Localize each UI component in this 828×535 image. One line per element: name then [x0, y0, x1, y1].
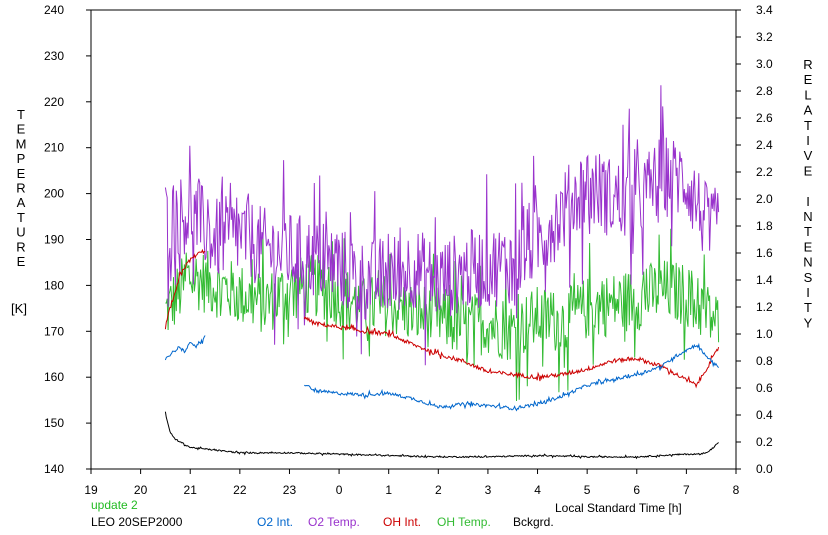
x-tick-label: 1 [385, 483, 392, 497]
y-right-tick-label: 0.8 [756, 354, 773, 368]
y-right-tick-label: 2.6 [756, 111, 773, 125]
y-axis-left-ticks: 140 150 160 170 180 190 200 210 220 230 240 [44, 3, 91, 476]
series-line-oh-int-1 [164, 248, 206, 330]
y-left-unit: [K] [11, 301, 27, 316]
y-right-label-letter: T [804, 118, 812, 133]
series-line-oh-temp-1 [165, 228, 720, 402]
x-tick-label: 3 [485, 483, 492, 497]
series-layer [164, 85, 720, 460]
y-right-label-letter: T [804, 224, 812, 239]
series-line-o2-int-2 [304, 342, 719, 412]
y-right-label-letter: I [806, 133, 810, 148]
y-right-tick-label: 2.4 [756, 138, 773, 152]
x-tick-label: 23 [283, 483, 297, 497]
x-tick-label: 7 [683, 483, 690, 497]
y-left-tick-label: 190 [44, 233, 64, 247]
legend-entry-bckgrd: Bckgrd. [513, 515, 554, 529]
series-line-oh-int-2 [303, 315, 720, 389]
y-left-label-letter: A [17, 195, 26, 210]
y-left-label-letter: R [16, 239, 25, 254]
legend-entry-o2-temp: O2 Temp. [308, 515, 360, 529]
y-right-label-letter: L [804, 87, 811, 102]
y-right-tick-label: 0.0 [756, 462, 773, 476]
plot-frame [90, 9, 737, 470]
y-right-tick-label: 1.4 [756, 273, 773, 287]
y-right-label-letter: Y [804, 315, 813, 330]
y-right-label-letter: E [804, 72, 813, 87]
x-tick-label: 20 [134, 483, 148, 497]
y-right-label-letter: V [804, 148, 813, 163]
y-left-tick-label: 140 [44, 462, 64, 476]
x-tick-label: 2 [435, 483, 442, 497]
y-right-label-letter: I [806, 285, 810, 300]
x-axis-ticks: 19 20 21 22 23 0 1 2 3 4 5 6 7 8 [84, 469, 740, 497]
x-tick-label: 8 [733, 483, 740, 497]
y-left-tick-label: 160 [44, 370, 64, 384]
y-left-tick-label: 170 [44, 324, 64, 338]
y-left-tick-label: 220 [44, 95, 64, 109]
y-left-label-letter: E [17, 166, 26, 181]
y-right-tick-label: 0.4 [756, 408, 773, 422]
y-right-label-letter: S [804, 270, 813, 285]
y-right-tick-label: 1.6 [756, 246, 773, 260]
y-left-label-letter: P [17, 151, 26, 166]
y-left-tick-label: 230 [44, 49, 64, 63]
y-right-tick-label: 3.0 [756, 57, 773, 71]
y-right-label-letter: E [804, 239, 813, 254]
legend-entry-oh-temp: OH Temp. [437, 515, 491, 529]
y-right-tick-label: 3.4 [756, 3, 773, 17]
station-date-label: LEO 20SEP2000 [91, 515, 183, 529]
x-tick-label: 6 [633, 483, 640, 497]
x-tick-label: 19 [84, 483, 98, 497]
y-right-label-letter: N [803, 209, 812, 224]
y-left-label-letter: M [16, 136, 27, 151]
y-right-tick-label: 2.8 [756, 84, 773, 98]
legend-entry-oh-int: OH Int. [383, 515, 421, 529]
y-left-tick-label: 200 [44, 187, 64, 201]
y-left-label-letter: R [16, 181, 25, 196]
y-left-label-letter: T [17, 107, 25, 122]
y-right-tick-label: 2.2 [756, 165, 773, 179]
x-tick-label: 22 [233, 483, 247, 497]
y-right-label-letter: E [804, 163, 813, 178]
y-right-tick-label: 3.2 [756, 30, 773, 44]
y-left-label-letter: T [17, 210, 25, 225]
series-line-o2-int-1 [164, 335, 206, 361]
y-right-tick-label: 1.0 [756, 327, 773, 341]
y-left-label-letter: E [17, 122, 26, 137]
y-left-label-letter: U [16, 225, 25, 240]
x-tick-label: 4 [534, 483, 541, 497]
y-right-tick-label: 0.6 [756, 381, 773, 395]
y-left-tick-label: 240 [44, 3, 64, 17]
y-axis-right-ticks: 0.0 0.2 0.4 0.6 0.8 1.0 1.2 1.4 1.6 1.8 2.0 2.2 2.4 2… [736, 3, 773, 476]
series-line-o2-temp-1 [164, 85, 720, 366]
x-tick-label: 21 [184, 483, 198, 497]
legend: O2 Int. O2 Temp. OH Int. OH Temp. Bckgrd. [257, 515, 554, 529]
legend-entry-o2-int: O2 Int. [257, 515, 293, 529]
x-axis-label: Local Standard Time [h] [555, 501, 682, 515]
update-label: update 2 [91, 498, 138, 512]
y-right-label-letter: T [804, 300, 812, 315]
y-right-tick-label: 2.0 [756, 192, 773, 206]
y-right-label-letter: I [806, 194, 810, 209]
y-right-label-letter: N [803, 255, 812, 270]
x-tick-label: 0 [336, 483, 343, 497]
x-tick-label: 5 [584, 483, 591, 497]
y-right-label-letter: R [803, 57, 812, 72]
y-left-tick-label: 150 [44, 416, 64, 430]
series-line-bckgrd-1 [164, 411, 719, 460]
y-right-label-letter: A [804, 103, 813, 118]
y-right-tick-label: 0.2 [756, 435, 773, 449]
y-left-label-letter: E [17, 254, 26, 269]
y-right-tick-label: 1.8 [756, 219, 773, 233]
y-right-tick-label: 1.2 [756, 300, 773, 314]
y-left-tick-label: 210 [44, 141, 64, 155]
y-left-tick-label: 180 [44, 278, 64, 292]
